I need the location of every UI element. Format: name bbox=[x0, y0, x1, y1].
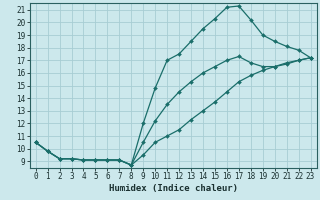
X-axis label: Humidex (Indice chaleur): Humidex (Indice chaleur) bbox=[108, 184, 238, 193]
